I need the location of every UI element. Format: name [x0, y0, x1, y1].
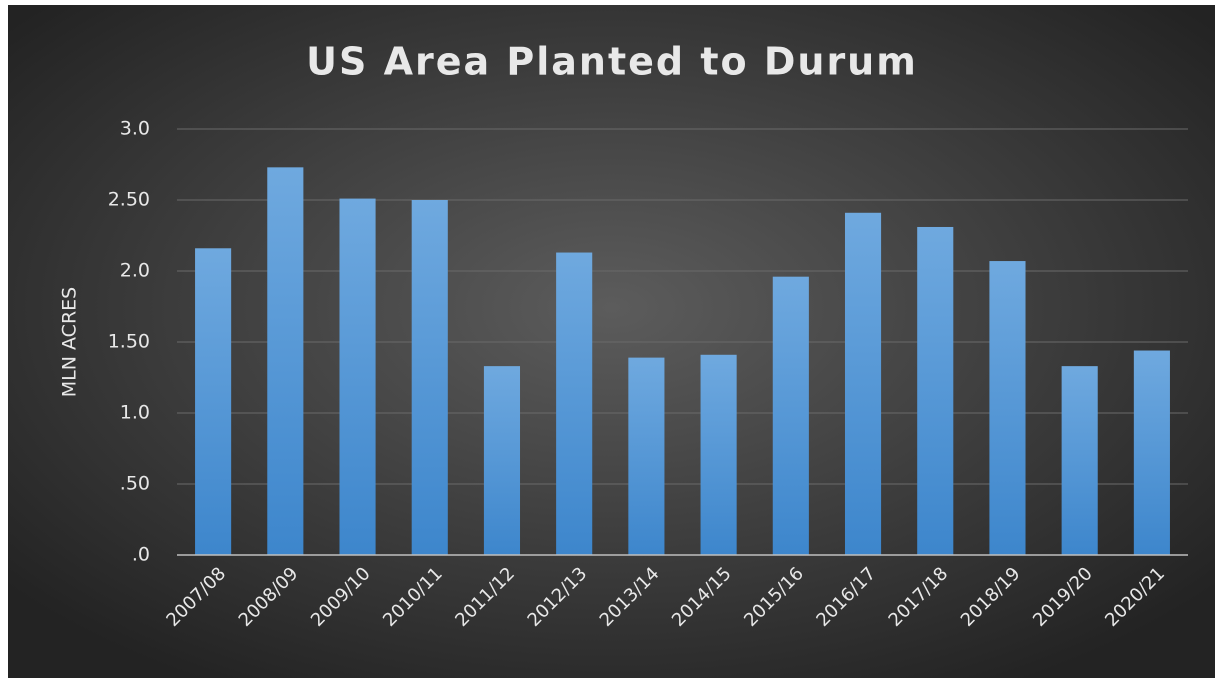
bar	[628, 357, 665, 555]
y-tick-label: 2.50	[108, 189, 150, 211]
y-tick-label: .50	[120, 473, 150, 495]
chart-title: US Area Planted to Durum	[306, 40, 918, 84]
y-tick-label: 2.0	[120, 260, 150, 282]
bar	[917, 226, 954, 556]
bar	[267, 167, 304, 555]
bar	[195, 248, 232, 555]
bar	[1133, 350, 1170, 555]
y-tick-label: .0	[132, 544, 150, 566]
bar	[700, 354, 737, 555]
bar	[772, 276, 809, 555]
y-axis-label: MLN ACRES	[59, 287, 81, 397]
bar	[1061, 366, 1098, 555]
bar	[989, 261, 1026, 555]
bar	[483, 366, 521, 555]
bar	[411, 200, 448, 555]
bar	[844, 212, 882, 555]
y-tick-label: 3.0	[120, 118, 150, 140]
bar	[556, 252, 593, 556]
y-tick-label: 1.0	[120, 402, 150, 424]
y-tick-label: 1.50	[108, 331, 150, 353]
bar	[339, 198, 376, 555]
